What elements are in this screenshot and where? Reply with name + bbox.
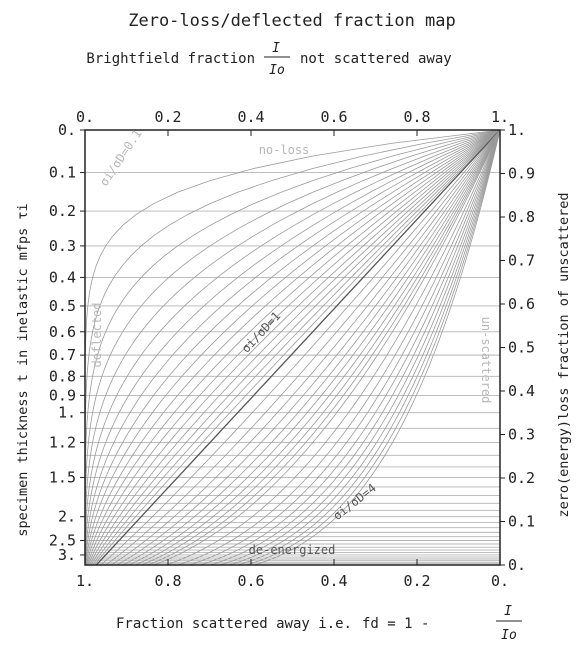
annotation-de-energized: de-energized xyxy=(249,543,336,557)
left-tick-label: 1. xyxy=(58,404,76,422)
bottom-axis-label-prefix: Fraction scattered away i.e. xyxy=(116,616,352,632)
left-tick-label: 3. xyxy=(58,546,76,564)
right-tick-label: 0.1 xyxy=(508,513,535,531)
ratio-curve xyxy=(165,129,501,566)
left-tick-label: 1.5 xyxy=(49,468,76,486)
right-tick-label: 0.9 xyxy=(508,165,535,183)
right-tick-label: 0.3 xyxy=(508,426,535,444)
ratio-curve xyxy=(228,129,501,566)
bottom-tick-label: 0.8 xyxy=(154,572,181,590)
top-tick-label: 0.2 xyxy=(154,108,181,126)
annotation-un-scattered: un-scattered xyxy=(479,317,493,404)
ratio-curve xyxy=(134,129,501,566)
right-tick-label: 0.6 xyxy=(508,295,535,313)
left-tick-label: 0. xyxy=(58,121,76,139)
right-tick-label: 0.4 xyxy=(508,382,535,400)
top-tick-label: 0.6 xyxy=(320,108,347,126)
left-tick-label: 0.5 xyxy=(49,297,76,315)
ratio-curve xyxy=(141,129,501,566)
annotation-deflected: deflected xyxy=(90,302,104,367)
ratio-curve xyxy=(105,129,501,566)
ratio-curve xyxy=(95,129,501,566)
right-tick-label: 1. xyxy=(508,121,526,139)
bottom-axis-ticks: 1. 0.8 0.6 0.4 0.2 0. xyxy=(76,559,509,590)
left-tick-label: 0.2 xyxy=(49,202,76,220)
bottom-tick-label: 0. xyxy=(491,572,509,590)
right-axis-ticks: 0. 0.1 0.2 0.3 0.4 0.5 0.6 0.7 0.8 0.9 1. xyxy=(500,121,535,574)
ratio-curve xyxy=(245,129,501,566)
left-tick-label: 0.7 xyxy=(49,346,76,364)
top-axis-frac-den: Io xyxy=(269,63,285,78)
top-tick-label: 0. xyxy=(76,108,94,126)
chart-title: Zero-loss/deflected fraction map xyxy=(128,11,456,31)
bottom-axis-label: Fraction scattered away i.e. fd = 1 - I … xyxy=(116,604,522,643)
top-tick-label: 0.4 xyxy=(237,108,264,126)
ratio-curve xyxy=(85,129,501,566)
ratio-curve xyxy=(88,129,501,566)
right-tick-label: 0. xyxy=(508,556,526,574)
ratio-curve xyxy=(253,129,501,566)
top-axis-label-suffix: not scattered away xyxy=(300,51,452,67)
right-tick-label: 0.2 xyxy=(508,469,535,487)
ratio-curve xyxy=(84,129,501,566)
left-axis-label: specimen thickness t in inelastic mfps τ… xyxy=(15,203,31,536)
ratio-curve xyxy=(100,129,501,566)
bottom-axis-frac-den: Io xyxy=(501,628,517,643)
ratio-curve xyxy=(85,129,501,566)
ratio-curve xyxy=(219,129,501,566)
bottom-axis-frac-num: I xyxy=(504,604,512,619)
left-tick-label: 0.9 xyxy=(49,386,76,404)
top-axis-label: Brightfield fraction I Io not scattered … xyxy=(86,41,451,78)
bottom-tick-label: 0.4 xyxy=(320,572,347,590)
top-axis-ticks: 0. 0.2 0.4 0.6 0.8 1. xyxy=(76,108,509,136)
ratio-curve xyxy=(92,129,501,566)
ratio-curve xyxy=(188,129,501,566)
ratio-curve xyxy=(177,129,501,566)
bottom-tick-label: 1. xyxy=(76,572,94,590)
ratio-curve xyxy=(153,129,501,566)
left-tick-label: 2.5 xyxy=(49,532,76,550)
top-tick-label: 1. xyxy=(491,108,509,126)
left-tick-label: 1.2 xyxy=(49,434,76,452)
left-tick-label: 0.1 xyxy=(49,164,76,182)
ratio-curve xyxy=(116,129,501,566)
bottom-tick-label: 0.2 xyxy=(403,572,430,590)
ratio-curve xyxy=(209,129,501,566)
ratio-curve xyxy=(86,129,501,566)
ratio-curve xyxy=(94,129,501,566)
left-tick-label: 0.4 xyxy=(49,268,76,286)
left-tick-label: 0.3 xyxy=(49,237,76,255)
ratio-curve xyxy=(110,129,501,566)
annotation-no-loss: no-loss xyxy=(259,143,310,157)
right-tick-label: 0.5 xyxy=(508,339,535,357)
ratio-curve xyxy=(237,129,501,566)
left-axis-ticks: 0. 0.1 0.2 0.3 0.4 0.5 0.6 0.7 0.80.91. 1.2 1.5 2. 2… xyxy=(49,121,85,564)
ratio-curve xyxy=(90,129,501,566)
left-tick-label: 2. xyxy=(58,508,76,526)
ratio-curve xyxy=(89,129,501,566)
top-tick-label: 0.8 xyxy=(403,108,430,126)
ratio-curve xyxy=(87,129,501,566)
bottom-tick-label: 0.6 xyxy=(237,572,264,590)
bottom-axis-label-var: fd = 1 - xyxy=(362,616,429,632)
top-axis-frac-num: I xyxy=(272,41,280,56)
top-axis-label-prefix: Brightfield fraction xyxy=(86,51,255,67)
left-tick-label: 0.6 xyxy=(49,323,76,341)
ratio-curve xyxy=(122,129,501,566)
right-axis-label: zero(energy)loss fraction of unscattered xyxy=(556,192,572,517)
ratio-curve xyxy=(147,129,501,566)
right-tick-label: 0.8 xyxy=(508,208,535,226)
left-tick-label: 0.8 xyxy=(49,367,76,385)
right-tick-label: 0.7 xyxy=(508,252,535,270)
ratio-curve xyxy=(128,129,501,566)
ratio-curve xyxy=(199,129,501,566)
